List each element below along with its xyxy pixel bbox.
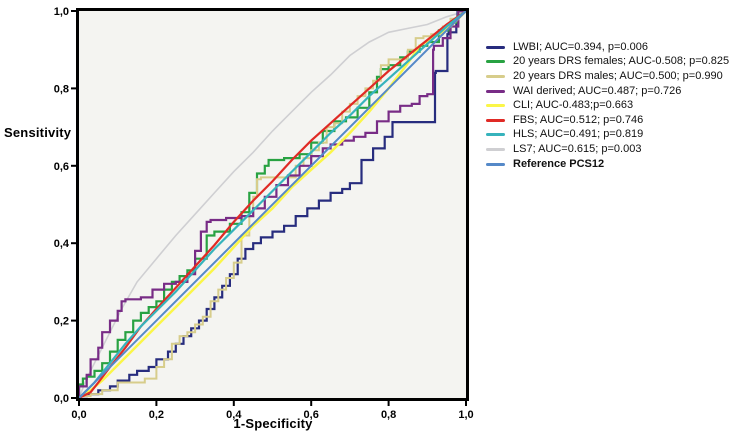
legend-color-swatch <box>486 162 505 166</box>
y-tick-label: 0,2 <box>54 316 69 328</box>
plot-frame <box>76 8 469 401</box>
y-tick-label: 0,4 <box>54 238 70 250</box>
legend-row: 20 years DRS females; AUC-0.508; p=0.825 <box>486 55 729 70</box>
x-tick-label: 1,0 <box>458 409 473 421</box>
legend-row: FBS; AUC=0.512; p=0.746 <box>486 113 729 128</box>
legend-color-swatch <box>486 118 505 122</box>
legend-label: CLI; AUC-0.483;p=0.663 <box>513 99 634 112</box>
legend-row: WAI derived; AUC=0.487; p=0.726 <box>486 84 729 99</box>
legend: LWBI; AUC=0.394, p=0.006 20 years DRS fem… <box>486 40 729 171</box>
legend-label: LWBI; AUC=0.394, p=0.006 <box>513 40 648 53</box>
legend-color-swatch <box>486 147 505 151</box>
y-axis-title: Sensitivity <box>4 125 72 140</box>
legend-color-swatch <box>486 74 505 78</box>
legend-color-swatch <box>486 133 505 137</box>
y-tick-label: 0,0 <box>54 393 69 405</box>
roc-curve-20-years-drs-males <box>78 10 466 398</box>
roc-curve-hls <box>78 10 467 399</box>
x-tick-label: 0,4 <box>226 409 242 421</box>
legend-color-swatch <box>486 89 505 93</box>
legend-color-swatch <box>486 60 505 64</box>
legend-row: Reference PCS12 <box>486 157 729 172</box>
legend-label: 20 years DRS males; AUC=0.500; p=0.990 <box>513 69 723 82</box>
roc-curve-lwbi <box>77 9 466 398</box>
legend-color-swatch <box>486 104 505 108</box>
x-axis-title: 1-Specificity <box>233 416 313 431</box>
legend-label: WAI derived; AUC=0.487; p=0.726 <box>513 84 682 97</box>
y-tick-label: 0,6 <box>54 161 69 173</box>
legend-row: LS7; AUC=0.615; p=0.003 <box>486 142 729 157</box>
y-tick-label: 1,0 <box>54 6 69 18</box>
legend-color-swatch <box>486 45 505 49</box>
y-tick-label: 0,8 <box>54 83 69 95</box>
roc-curve-wai-derived <box>77 9 466 398</box>
legend-row: CLI; AUC-0.483;p=0.663 <box>486 98 729 113</box>
legend-row: LWBI; AUC=0.394, p=0.006 <box>486 40 729 55</box>
legend-row: 20 years DRS males; AUC=0.500; p=0.990 <box>486 69 729 84</box>
legend-label: 20 years DRS females; AUC-0.508; p=0.825 <box>513 55 730 68</box>
x-tick-label: 0,2 <box>149 409 164 421</box>
legend-row: HLS; AUC=0.491; p=0.819 <box>486 128 729 143</box>
x-tick-label: 0,8 <box>381 409 396 421</box>
roc-curve-reference-pcs12 <box>78 10 467 399</box>
x-tick-label: 0,6 <box>304 409 319 421</box>
legend-label: HLS; AUC=0.491; p=0.819 <box>513 128 644 141</box>
roc-chart-svg: 0,00,0 0,2 0,2 0,4 0,4 0,6 0,6 0,8 0,8 1,0 1,0 <box>54 6 474 421</box>
roc-curve-fbs <box>78 10 467 399</box>
legend-label: FBS; AUC=0.512; p=0.746 <box>513 113 644 126</box>
x-tick-label: 0,0 <box>71 409 86 421</box>
legend-label: Reference PCS12 <box>513 157 605 170</box>
legend-label: LS7; AUC=0.615; p=0.003 <box>513 142 642 155</box>
